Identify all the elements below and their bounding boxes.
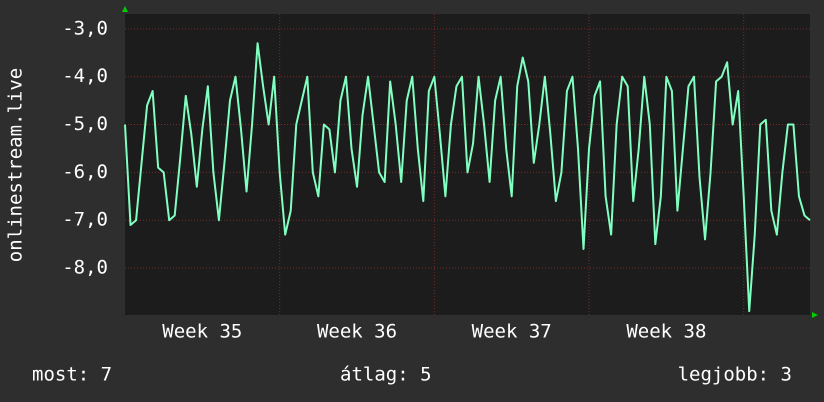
y-tick-label: -8,0 xyxy=(62,257,108,279)
footer-best: legjobb: 3 xyxy=(678,364,792,386)
x-tick-label: Week 37 xyxy=(472,321,552,343)
footer-average: átlag: 5 xyxy=(340,364,432,386)
y-tick-label: -7,0 xyxy=(62,209,108,231)
y-axis-label: onlinestream.live xyxy=(5,68,27,262)
footer-current: most: 7 xyxy=(32,364,112,386)
data-line xyxy=(124,42,811,313)
x-tick-label: Week 38 xyxy=(626,321,706,343)
y-tick-label: -5,0 xyxy=(62,113,108,135)
x-tick-label: Week 36 xyxy=(317,321,397,343)
y-tick-label: -4,0 xyxy=(62,65,108,87)
y-axis-arrow xyxy=(122,6,128,12)
x-axis-arrow xyxy=(812,312,818,318)
y-tick-label: -6,0 xyxy=(62,161,108,183)
y-tick-label: -3,0 xyxy=(62,17,108,39)
x-tick-label: Week 35 xyxy=(162,321,242,343)
